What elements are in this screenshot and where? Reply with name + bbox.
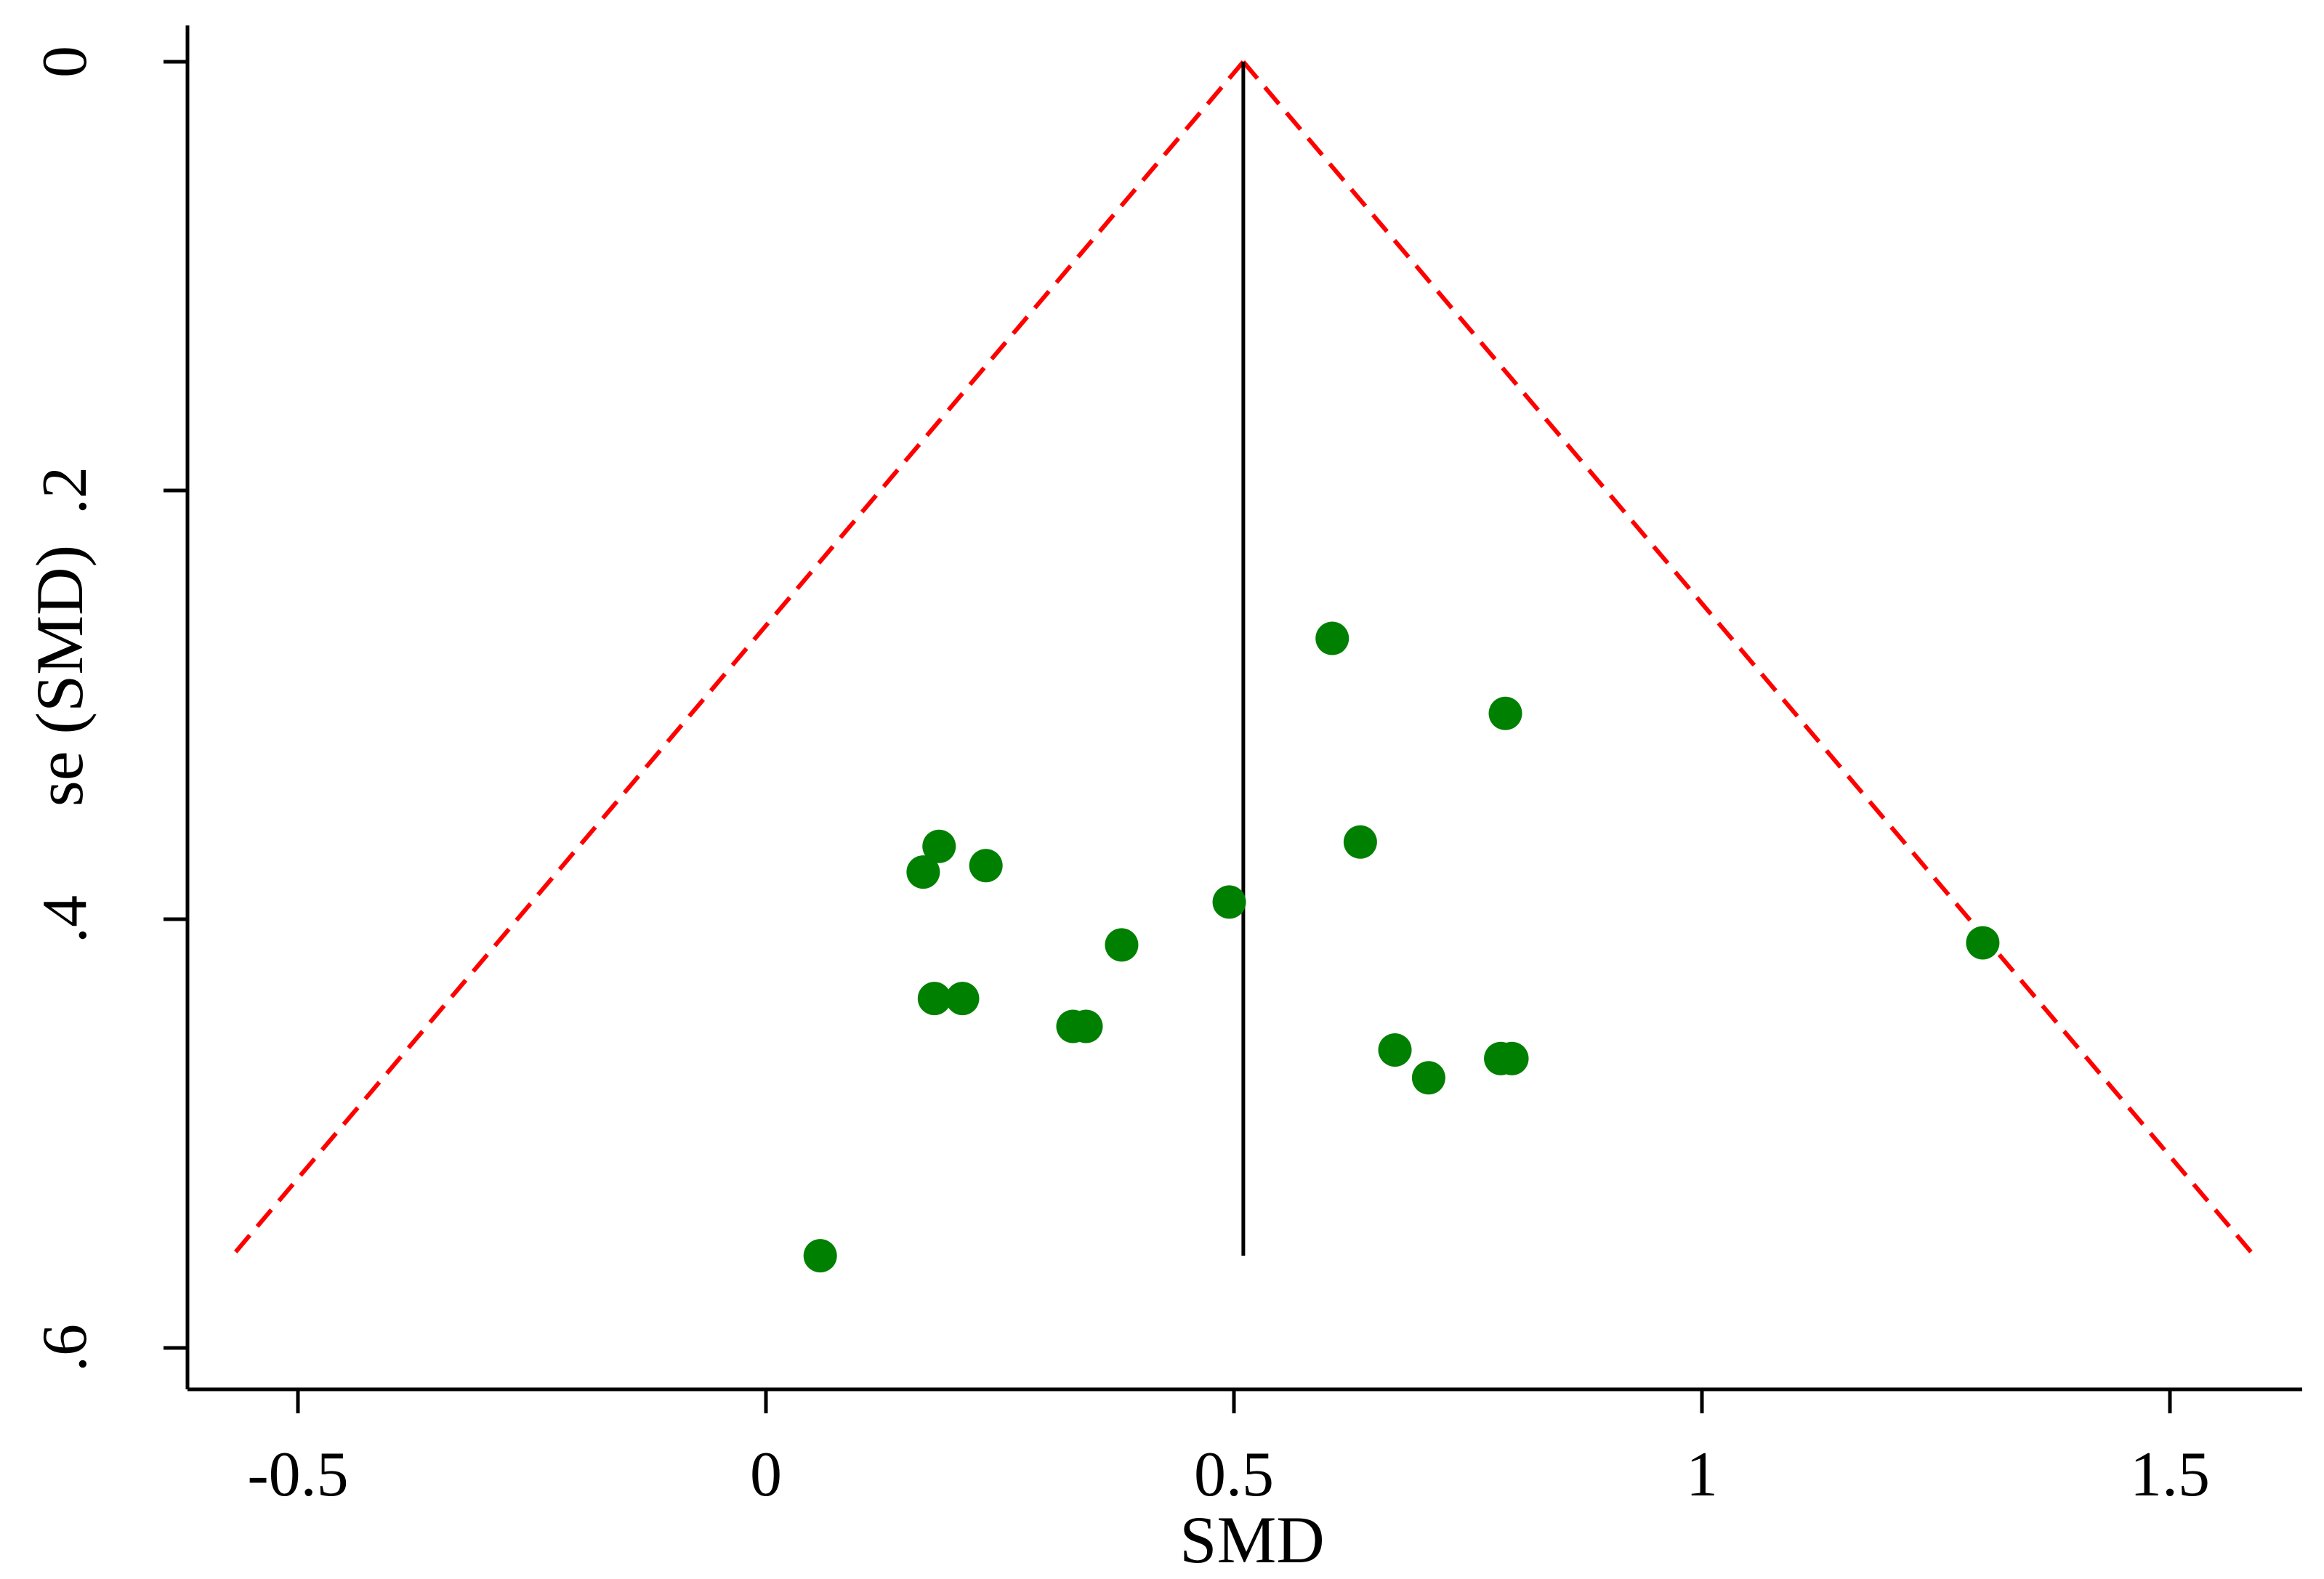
study-point xyxy=(917,982,951,1016)
study-point xyxy=(1105,928,1139,962)
x-tick-label: -0.5 xyxy=(247,1439,348,1510)
study-point xyxy=(969,849,1003,883)
y-tick-label: .6 xyxy=(30,1324,100,1372)
funnel-limit-left xyxy=(230,60,1246,1258)
study-point xyxy=(906,855,940,889)
study-point xyxy=(1069,1009,1103,1043)
x-ticks: -0.5 0 0.5 1 1.5 xyxy=(247,1389,2210,1510)
funnel-limits xyxy=(230,60,2256,1258)
study-point xyxy=(1495,1041,1529,1075)
y-tick-label: .4 xyxy=(30,895,100,943)
study-point xyxy=(1343,825,1377,859)
study-point xyxy=(1378,1033,1412,1067)
study-point xyxy=(1212,885,1246,919)
funnel-limit-right xyxy=(1241,60,2256,1258)
study-points xyxy=(803,621,2000,1273)
x-axis-title: SMD xyxy=(1179,1503,1324,1577)
y-ticks: 0 .2 .4 .6 xyxy=(30,46,187,1372)
study-point xyxy=(1411,1061,1445,1095)
study-point xyxy=(945,982,980,1016)
x-tick-label: 1.5 xyxy=(2130,1439,2210,1510)
x-tick-label: 0.5 xyxy=(1194,1439,1274,1510)
y-tick-label: 0 xyxy=(30,46,100,78)
study-point xyxy=(922,829,956,863)
study-point xyxy=(1315,621,1349,655)
axes: -0.5 0 0.5 1 1.5 0 .2 .4 .6 SMD se (SMD) xyxy=(23,25,2302,1577)
study-point xyxy=(803,1239,837,1273)
study-point xyxy=(1488,696,1522,730)
y-axis-title: se (SMD) xyxy=(23,545,97,807)
x-tick-label: 1 xyxy=(1686,1439,1718,1510)
x-tick-label: 0 xyxy=(750,1439,782,1510)
study-point xyxy=(1966,926,2000,960)
y-tick-label: .2 xyxy=(30,467,100,514)
